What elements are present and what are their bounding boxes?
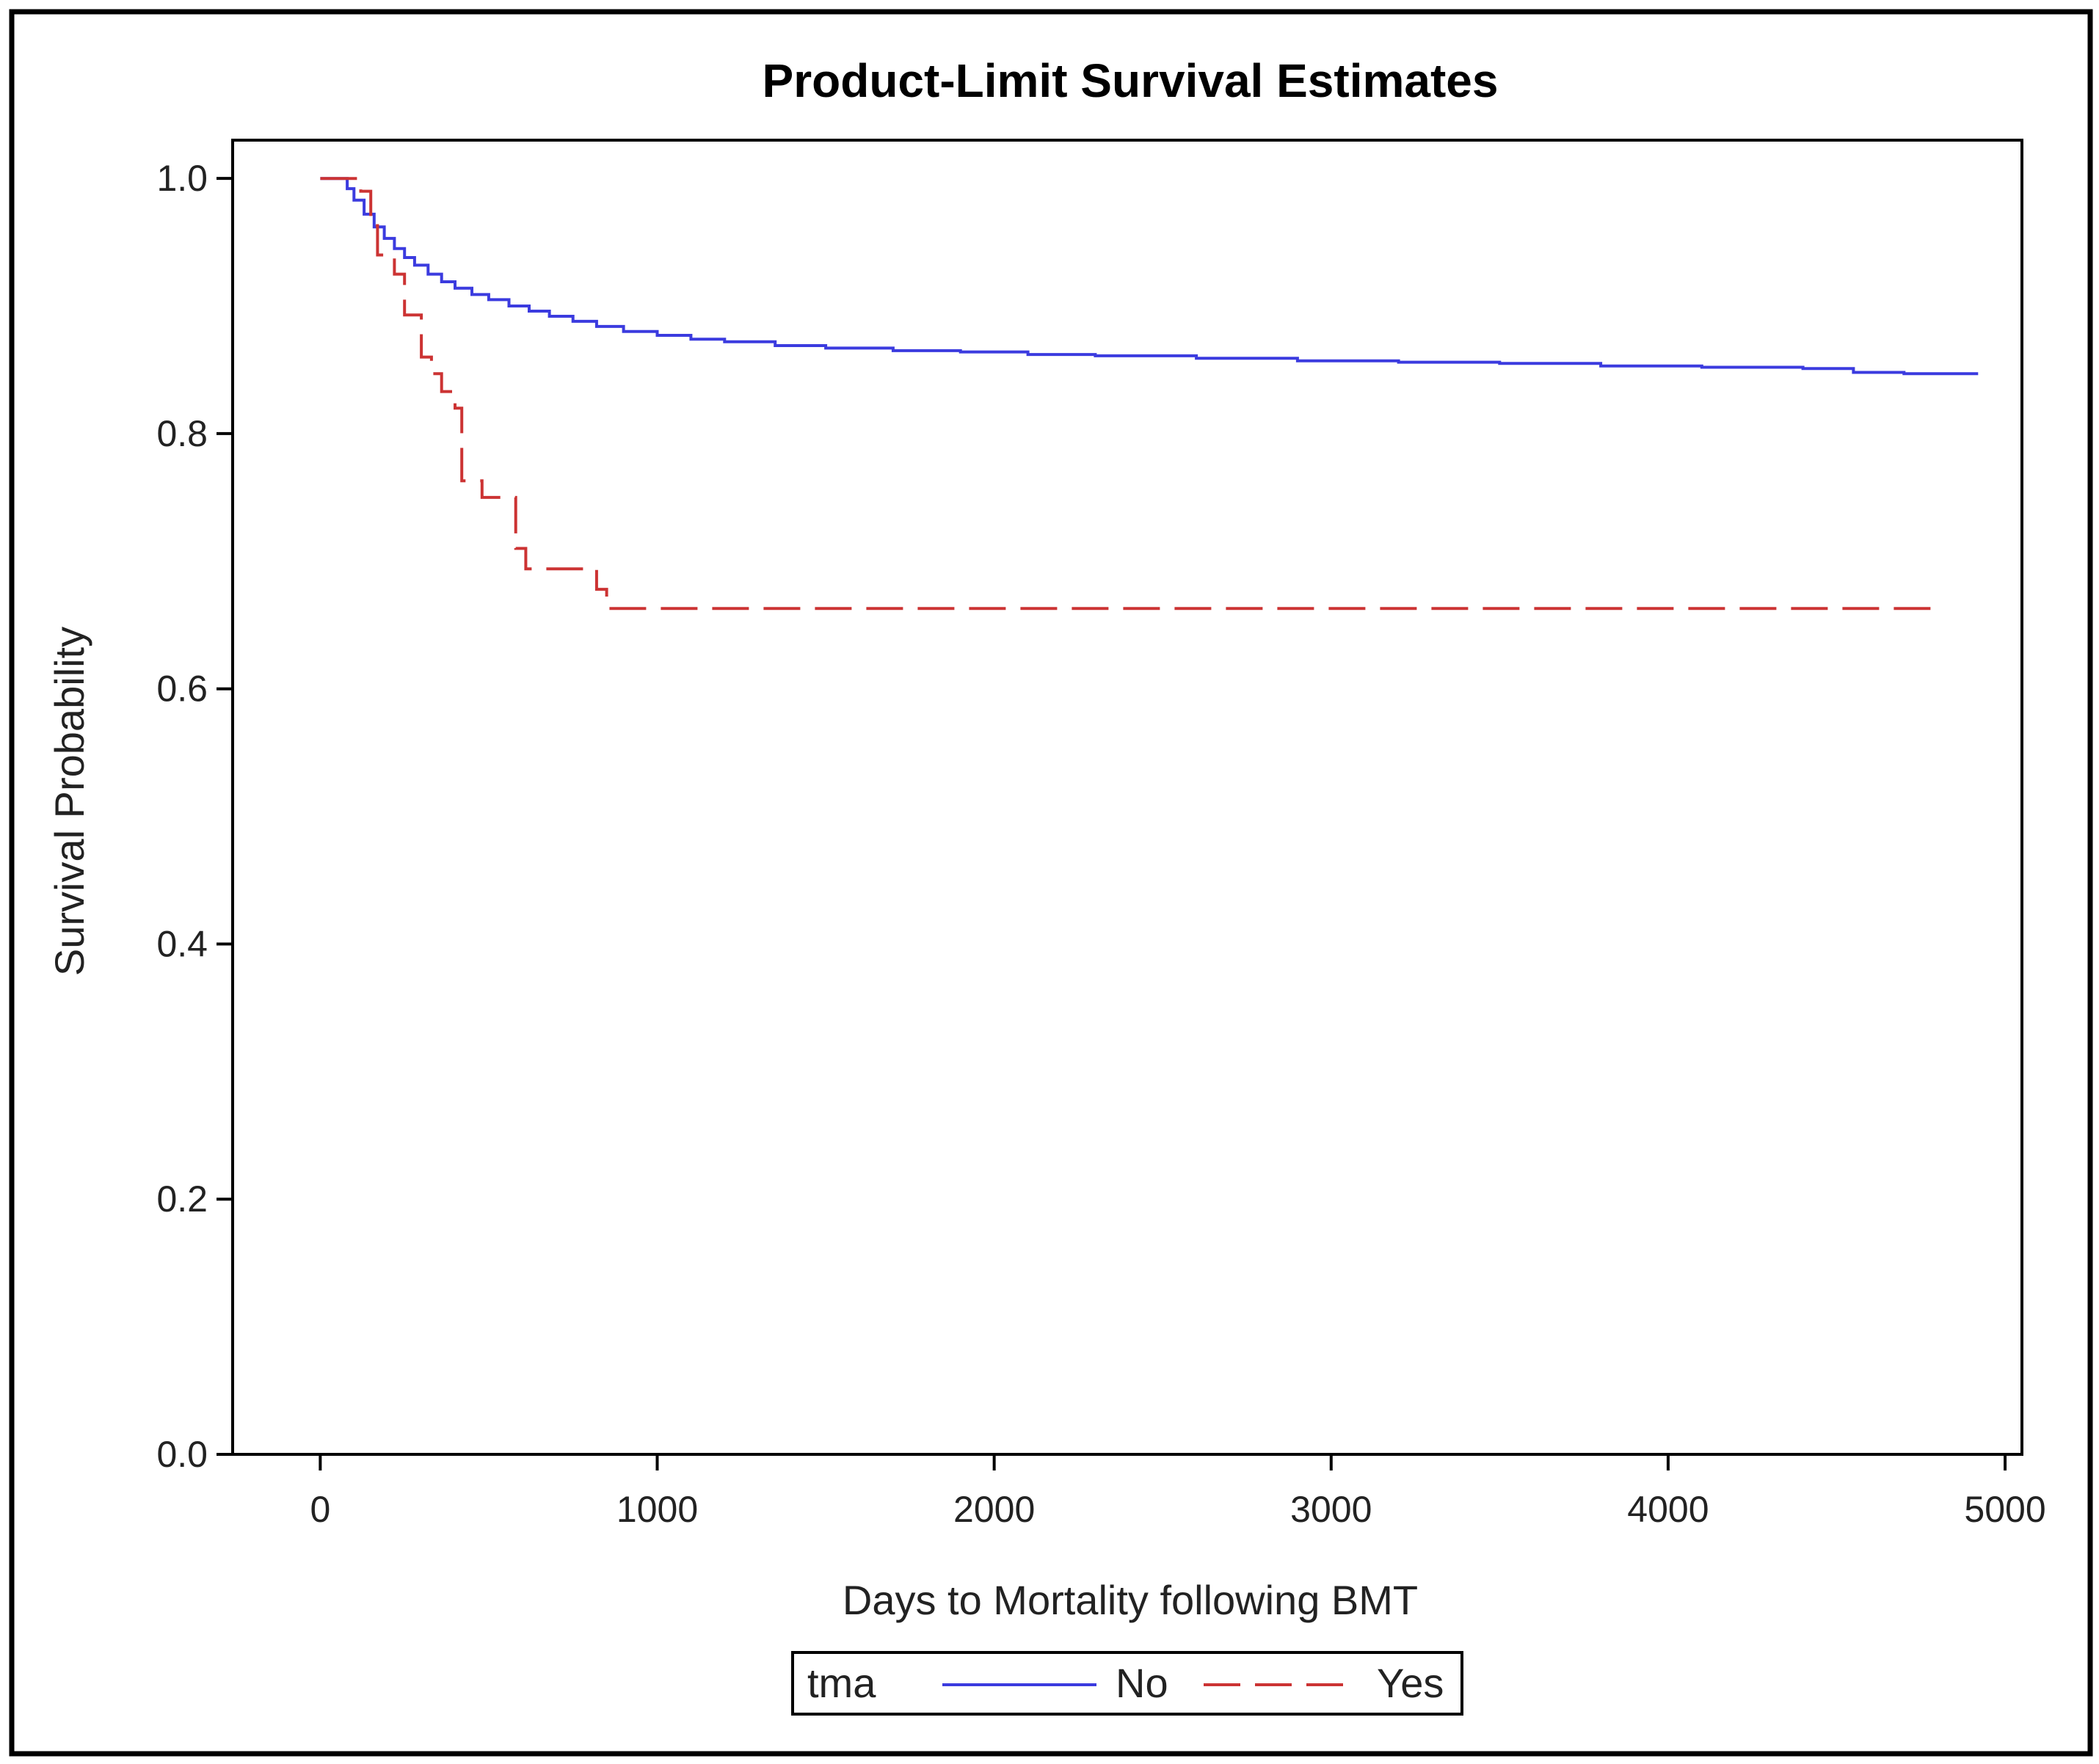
legend-box xyxy=(791,1651,1463,1716)
x-tick-label: 5000 xyxy=(1964,1489,2045,1530)
x-tick-label: 0 xyxy=(310,1489,330,1530)
outer-border xyxy=(9,9,2093,1757)
y-tick-label: 0.8 xyxy=(156,413,208,454)
legend-label-yes: Yes xyxy=(1377,1660,1444,1706)
legend: tma No Yes xyxy=(791,1651,1463,1716)
series-line-yes xyxy=(320,177,1931,611)
x-tick-label: 4000 xyxy=(1627,1489,1709,1530)
y-tick-label: 0.6 xyxy=(156,668,208,710)
series-line-no xyxy=(320,177,1979,376)
chart-title: Product-Limit Survival Estimates xyxy=(763,54,1499,107)
x-tick-label: 3000 xyxy=(1290,1489,1372,1530)
y-axis: 0.0 0.2 0.4 0.6 0.8 1.0 xyxy=(156,158,233,1475)
x-tick-label: 1000 xyxy=(616,1489,698,1530)
legend-label-no: No xyxy=(1116,1660,1168,1706)
legend-title: tma xyxy=(807,1660,876,1706)
x-axis-label: Days to Mortality following BMT xyxy=(843,1577,1418,1623)
series-layer xyxy=(320,177,1979,611)
x-tick-label: 2000 xyxy=(953,1489,1035,1530)
x-axis: 0 1000 2000 3000 4000 5000 xyxy=(310,1454,2046,1530)
y-tick-label: 1.0 xyxy=(156,158,208,199)
y-axis-label: Survival Probability xyxy=(46,627,92,976)
y-tick-label: 0.4 xyxy=(156,923,208,964)
y-tick-label: 0.2 xyxy=(156,1178,208,1220)
y-tick-label: 0.0 xyxy=(156,1434,208,1475)
plot-area xyxy=(231,139,2023,1456)
